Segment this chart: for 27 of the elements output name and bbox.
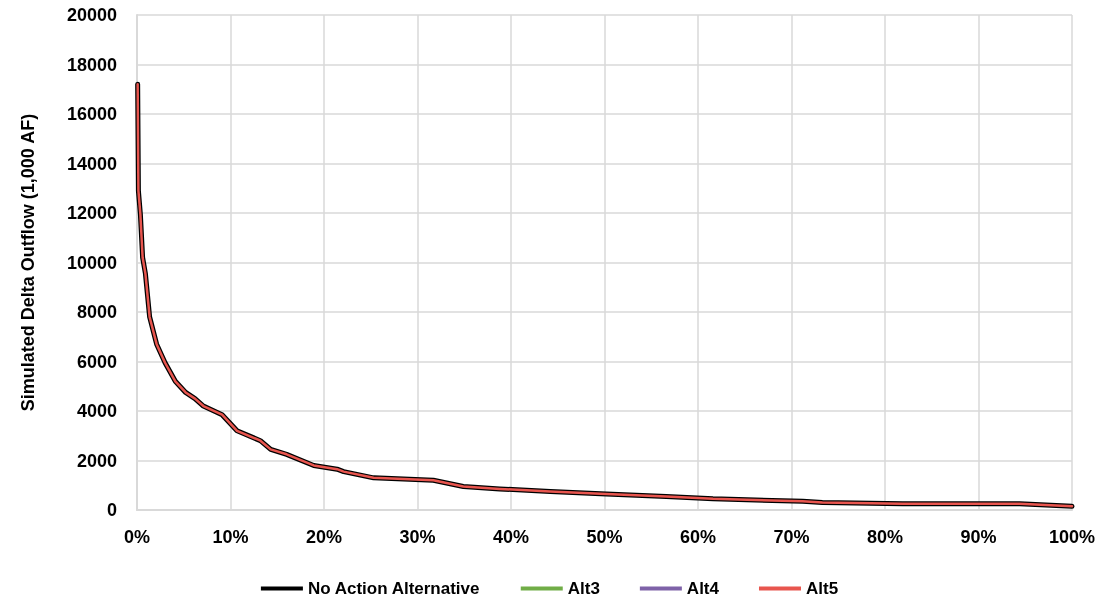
- x-tick-label: 10%: [212, 527, 249, 547]
- legend-label: Alt3: [567, 579, 600, 598]
- y-tick-label: 18000: [66, 54, 117, 75]
- y-axis-title: Simulated Delta Outflow (1,000 AF): [18, 113, 38, 412]
- x-tick-label: 0%: [123, 527, 151, 547]
- legend-label: Alt4: [686, 579, 720, 598]
- y-tick-label: 16000: [66, 104, 117, 124]
- y-tick-label: 12000: [66, 203, 117, 223]
- y-tick-label: 14000: [66, 153, 117, 174]
- x-tick-label: 100%: [1048, 527, 1096, 547]
- x-tick-label: 70%: [773, 527, 810, 547]
- y-tick-label: 0: [106, 500, 117, 520]
- y-tick-label: 10000: [66, 252, 117, 273]
- y-tick-label: 6000: [76, 351, 117, 372]
- y-tick-label: 20000: [66, 5, 117, 25]
- x-tick-label: 30%: [399, 527, 436, 547]
- x-tick-label: 90%: [960, 527, 997, 547]
- x-tick-label: 80%: [866, 527, 904, 547]
- y-tick-label: 8000: [76, 302, 117, 322]
- legend-label: Alt5: [805, 579, 839, 598]
- y-tick-label: 2000: [76, 450, 117, 471]
- legend-label: No Action Alternative: [307, 579, 480, 598]
- x-tick-label: 20%: [305, 527, 343, 547]
- x-tick-label: 40%: [492, 527, 530, 547]
- x-tick-label: 50%: [586, 527, 623, 547]
- y-tick-label: 4000: [76, 401, 117, 421]
- x-tick-label: 60%: [679, 527, 717, 547]
